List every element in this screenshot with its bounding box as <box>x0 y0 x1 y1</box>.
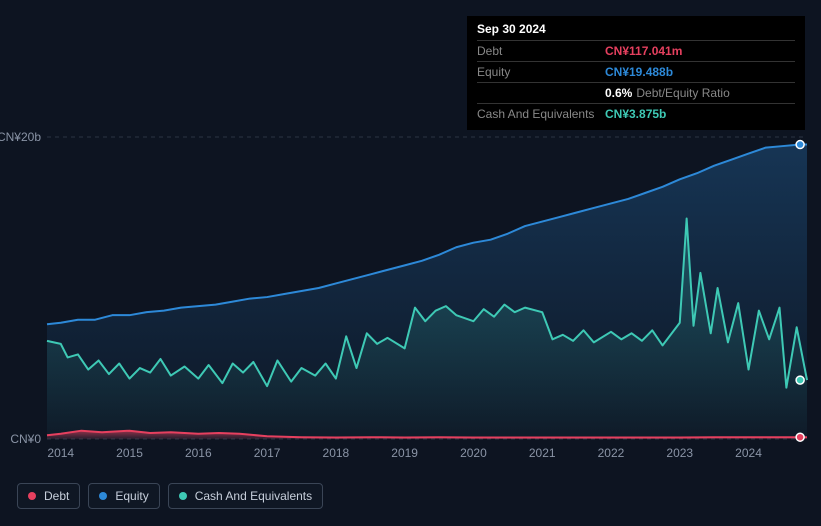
x-axis-label: 2022 <box>598 446 625 460</box>
tooltip-value: CN¥3.875b <box>605 107 666 121</box>
x-axis-label: 2015 <box>116 446 143 460</box>
legend-dot-icon <box>179 492 187 500</box>
legend-label: Equity <box>115 489 148 503</box>
tooltip-label: Cash And Equivalents <box>477 107 605 121</box>
x-axis-label: 2024 <box>735 446 762 460</box>
x-axis-label: 2016 <box>185 446 212 460</box>
x-axis-label: 2019 <box>391 446 418 460</box>
tooltip-value: 0.6%Debt/Equity Ratio <box>605 86 730 100</box>
cursor-marker-cash <box>796 376 804 384</box>
legend-item[interactable]: Equity <box>88 483 159 509</box>
tooltip-row-equity: Equity CN¥19.488b <box>477 61 795 82</box>
x-axis-label: 2018 <box>323 446 350 460</box>
legend: Debt Equity Cash And Equivalents <box>17 483 323 509</box>
x-axis-label: 2021 <box>529 446 556 460</box>
tooltip-row-ratio: 0.6%Debt/Equity Ratio <box>477 82 795 103</box>
tooltip-label: Debt <box>477 44 605 58</box>
tooltip-value: CN¥19.488b <box>605 65 673 79</box>
legend-item[interactable]: Debt <box>17 483 80 509</box>
legend-dot-icon <box>99 492 107 500</box>
legend-label: Debt <box>44 489 69 503</box>
x-axis-label: 2017 <box>254 446 281 460</box>
tooltip-date: Sep 30 2024 <box>477 22 795 40</box>
y-axis-label: CN¥0 <box>10 432 41 446</box>
tooltip-row-cash: Cash And Equivalents CN¥3.875b <box>477 103 795 124</box>
x-axis-label: 2014 <box>47 446 74 460</box>
x-axis-label: 2023 <box>666 446 693 460</box>
tooltip-label <box>477 86 605 100</box>
legend-item[interactable]: Cash And Equivalents <box>168 483 323 509</box>
legend-dot-icon <box>28 492 36 500</box>
tooltip-label: Equity <box>477 65 605 79</box>
data-tooltip: Sep 30 2024 Debt CN¥117.041m Equity CN¥1… <box>467 16 805 130</box>
x-axis-label: 2020 <box>460 446 487 460</box>
tooltip-row-debt: Debt CN¥117.041m <box>477 40 795 61</box>
tooltip-value: CN¥117.041m <box>605 44 682 58</box>
cursor-marker-equity <box>796 141 804 149</box>
y-axis-label: CN¥20b <box>0 130 41 144</box>
legend-label: Cash And Equivalents <box>195 489 312 503</box>
cursor-marker-debt <box>796 433 804 441</box>
